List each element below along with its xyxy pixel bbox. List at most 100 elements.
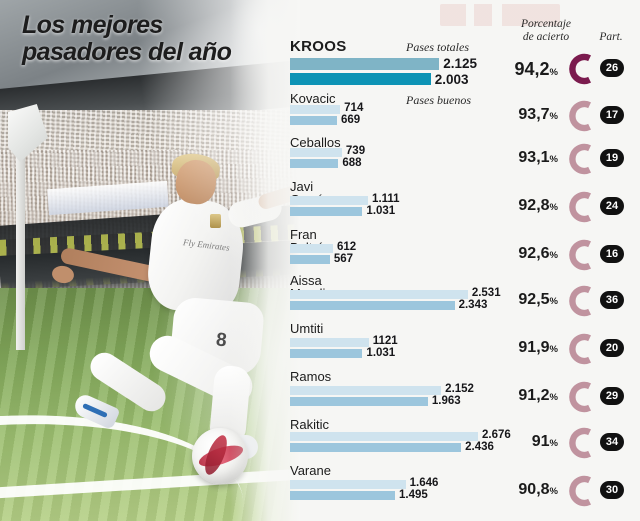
accuracy-percent-value: 93,7: [518, 106, 550, 123]
bar-good-passes: [290, 73, 431, 85]
percent-sign: %: [549, 438, 558, 449]
percent-sign: %: [549, 67, 558, 78]
value-good-passes: 669: [341, 114, 361, 126]
matches-played-badge: 16: [600, 245, 624, 263]
legend-total-passes: Pases totales: [406, 40, 469, 54]
bar-good-passes: [290, 207, 363, 216]
value-good-passes: 1.031: [366, 347, 396, 359]
bar-good-passes: [290, 301, 455, 310]
accuracy-donut-icon: [564, 426, 598, 460]
accuracy-percent-value: 91: [531, 433, 550, 450]
value-good-passes: 1.031: [366, 205, 396, 217]
value-good-passes: 1.963: [431, 395, 461, 407]
source-watermark: [440, 4, 560, 26]
accuracy-percent-value: 90,8: [518, 481, 550, 498]
player-name: Umtiti: [290, 321, 324, 336]
value-good-passes: 688: [342, 157, 362, 169]
player-name: KROOS: [290, 38, 347, 55]
accuracy-percent-value: 92,6: [518, 245, 550, 262]
value-good-passes: 2.343: [458, 299, 488, 311]
matches-played-badge: 26: [600, 59, 624, 77]
accuracy-donut-icon: [564, 284, 598, 318]
value-total-passes: 1.646: [409, 477, 439, 489]
bar-total-passes: [290, 338, 369, 347]
accuracy-percent-value: 92,5: [518, 291, 550, 308]
value-good-passes: 2.436: [465, 441, 494, 453]
percent-sign: %: [549, 202, 558, 213]
accuracy-percent-value: 91,9: [518, 339, 550, 356]
player-name: Ceballos: [290, 135, 341, 150]
accuracy-donut-icon: [564, 142, 598, 176]
value-total-passes: 1121: [372, 335, 398, 347]
player-name: Varane: [290, 463, 331, 478]
percent-sign: %: [549, 111, 558, 122]
value-total-passes: 2.531: [471, 287, 501, 299]
accuracy-percent: 91%: [484, 433, 558, 451]
matches-played-badge: 29: [600, 387, 624, 405]
value-total-passes: 2.125: [443, 56, 478, 71]
chart-panel: Porcentaje de acierto Part. Pases totale…: [288, 0, 640, 521]
value-total-passes: 1.111: [372, 193, 400, 205]
accuracy-donut-icon: [564, 99, 598, 133]
bar-good-passes: [290, 349, 363, 358]
bar-total-passes: [290, 148, 342, 157]
percent-sign: %: [549, 344, 558, 355]
bar-total-passes: [290, 105, 341, 114]
bar-good-passes: [290, 255, 330, 264]
accuracy-percent: 92,8%: [484, 197, 558, 215]
matches-played-badge: 24: [600, 197, 624, 215]
accuracy-percent: 93,1%: [484, 149, 558, 167]
accuracy-percent: 93,7%: [484, 106, 558, 124]
accuracy-donut-icon: [564, 238, 598, 272]
percent-sign: %: [549, 392, 558, 403]
player-name: Ramos: [290, 369, 332, 384]
accuracy-percent-value: 93,1: [518, 149, 550, 166]
player-photo: Fly Emirates 8: [0, 0, 300, 521]
percent-sign: %: [549, 296, 558, 307]
accuracy-donut-icon: [564, 52, 598, 86]
legend-good-passes: Pases buenos: [406, 93, 471, 107]
value-total-passes: 714: [344, 102, 364, 114]
accuracy-percent: 90,8%: [484, 481, 558, 499]
accuracy-donut-icon: [564, 332, 598, 366]
bar-total-passes: [290, 58, 440, 70]
value-good-passes: 567: [333, 253, 354, 265]
value-total-passes: 739: [345, 145, 366, 157]
percent-sign: %: [549, 154, 558, 165]
bar-good-passes: [290, 159, 339, 168]
matches-played-badge: 20: [600, 339, 624, 357]
accuracy-percent: 92,5%: [484, 291, 558, 309]
corner-flag-pole: [16, 150, 25, 350]
bar-total-passes: [290, 290, 468, 299]
accuracy-percent: 91,9%: [484, 339, 558, 357]
accuracy-percent-value: 92,8: [518, 197, 550, 214]
column-header-part: Part.: [599, 31, 623, 43]
accuracy-percent: 92,6%: [484, 245, 558, 263]
matches-played-badge: 17: [600, 106, 624, 124]
accuracy-donut-icon: [564, 474, 598, 508]
accuracy-percent-value: 91,2: [518, 387, 550, 404]
bar-total-passes: [290, 386, 442, 395]
value-total-passes: 2.676: [482, 429, 511, 441]
column-header-percent: Porcentaje de acierto: [520, 18, 572, 43]
matches-played-badge: 19: [600, 149, 624, 167]
bar-good-passes: [290, 491, 396, 500]
matches-played-badge: 30: [600, 481, 624, 499]
page-title: Los mejores pasadores del año: [22, 11, 232, 66]
bar-total-passes: [290, 480, 406, 489]
photo-fade-edge: [230, 0, 300, 521]
player-name: Rakitic: [290, 417, 330, 432]
value-good-passes: 1.495: [399, 489, 428, 501]
value-total-passes: 612: [336, 241, 357, 253]
matches-played-badge: 36: [600, 291, 624, 309]
bar-good-passes: [290, 397, 428, 406]
bar-good-passes: [290, 443, 462, 452]
value-total-passes: 2.152: [445, 383, 474, 395]
accuracy-donut-icon: [564, 380, 598, 414]
bar-good-passes: [290, 116, 337, 125]
accuracy-donut-icon: [564, 190, 598, 224]
percent-sign: %: [549, 250, 558, 261]
matches-played-badge: 34: [600, 433, 624, 451]
value-good-passes: 2.003: [434, 72, 469, 87]
